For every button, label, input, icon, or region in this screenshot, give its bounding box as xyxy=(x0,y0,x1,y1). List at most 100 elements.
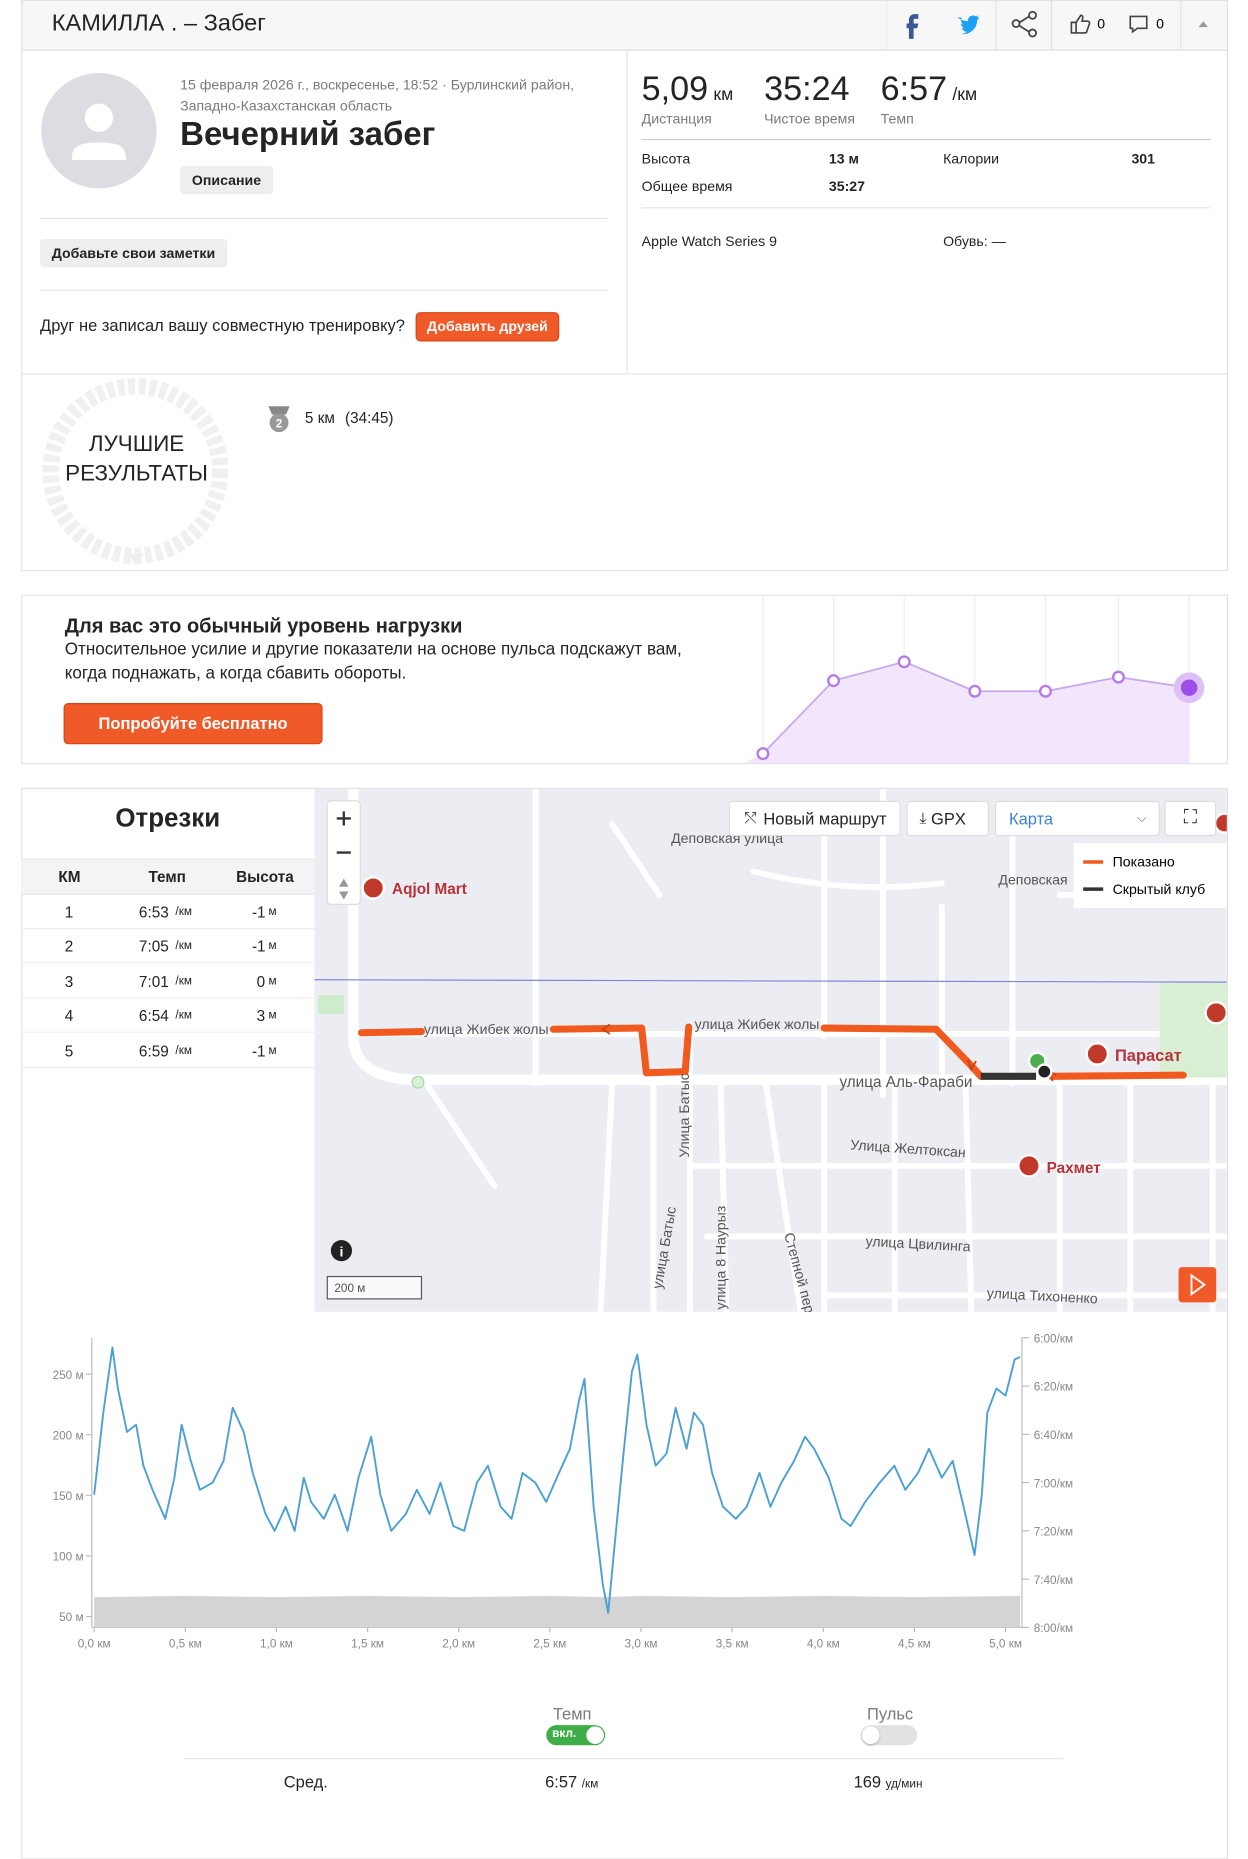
place-markers[interactable]: Aqjol Mart Парасат Рахмет xyxy=(361,812,1227,1178)
y2-tick-label: 6:20/км xyxy=(1034,1381,1073,1394)
split-unit: /км xyxy=(175,939,192,953)
description-button[interactable]: Описание xyxy=(180,166,273,195)
header-actions[interactable]: 0 0 xyxy=(886,0,1228,51)
x-tick-label: 4,0 км xyxy=(807,1637,840,1650)
pace-toggle[interactable]: вкл. xyxy=(546,1725,606,1746)
activity-title: Вечерний забег xyxy=(180,115,436,152)
place-label[interactable]: Aqjol Mart xyxy=(392,881,467,898)
detail-label: Калории xyxy=(943,150,1000,168)
split-row: 4 6:54/км 3 м xyxy=(21,997,315,1033)
stat-unit: /км xyxy=(952,84,978,105)
stat-distance: 5,09 км xyxy=(642,71,734,110)
play-button[interactable] xyxy=(1178,1267,1217,1303)
split-pace: 6:59 xyxy=(138,1042,169,1060)
avg-hr-value: 169 xyxy=(853,1772,882,1792)
split-km: 2 xyxy=(64,937,74,956)
zoom-controls[interactable] xyxy=(326,800,361,905)
device: Apple Watch Series 9 xyxy=(641,233,778,250)
split-km: 3 xyxy=(64,972,74,991)
stat-value: 6:57 xyxy=(880,70,948,109)
y-tick-label: 250 м xyxy=(53,1369,84,1382)
street-label: улица Тихоненко xyxy=(986,1285,1098,1307)
street-label: улица Жибек жолы xyxy=(424,1021,549,1037)
split-elev: 0 xyxy=(256,972,266,991)
map-type-select[interactable]: Карта ⌵ xyxy=(994,800,1160,837)
comment-icon[interactable] xyxy=(1129,15,1148,34)
best-results-wreath xyxy=(42,378,229,565)
avg-hr-unit: уд/мин xyxy=(885,1778,923,1792)
share-icon[interactable] xyxy=(1011,10,1037,38)
medal-rank: 2 xyxy=(276,417,283,430)
split-row: 2 7:05/км -1 м xyxy=(21,928,315,964)
header-bar xyxy=(21,0,1228,51)
facebook-icon[interactable] xyxy=(906,14,919,39)
activity-region: Западно-Казахстанская область xyxy=(180,97,393,115)
detail-value: 35:27 xyxy=(828,177,866,195)
split-elev: -1 xyxy=(251,1042,266,1060)
column-header: Темп xyxy=(148,867,186,886)
add-friends-button[interactable]: Добавить друзей xyxy=(416,313,559,341)
elevation-area xyxy=(94,1595,1021,1628)
svg-text:i: i xyxy=(339,1243,343,1259)
y-tick-label: 50 м xyxy=(59,1611,83,1624)
info-button[interactable] xyxy=(330,1240,353,1262)
y2-tick-label: 8:00/км xyxy=(1034,1622,1073,1635)
y2-tick-label: 6:40/км xyxy=(1034,1429,1073,1442)
x-tick-label: 4,5 км xyxy=(898,1637,931,1650)
twitter-icon[interactable] xyxy=(957,15,980,35)
divider xyxy=(183,1758,1064,1760)
split-pace: 7:01 xyxy=(138,972,169,991)
try-free-button[interactable]: Попробуйте бесплатно xyxy=(64,704,322,744)
avatar xyxy=(41,73,157,189)
pace-chart: 50 м 100 м 150 м 200 м 250 м 6:00/км 6:20/км 6:… xyxy=(53,1332,1074,1650)
button-label: Новый маршрут xyxy=(763,809,887,828)
street-label: улица 8 Наурыз xyxy=(712,1206,728,1310)
route-map[interactable]: Деповская улица Деповская улица Жибек жо… xyxy=(314,788,1227,1312)
x-tick-label: 1,0 км xyxy=(260,1637,293,1650)
x-tick-label: 3,0 км xyxy=(625,1637,658,1650)
splits-title: Отрезки xyxy=(115,803,221,833)
fullscreen-button[interactable]: ⛶ xyxy=(1164,800,1217,837)
hr-toggle[interactable] xyxy=(860,1725,918,1746)
split-row: 1 6:53/км -1 м xyxy=(21,894,315,930)
like-icon[interactable] xyxy=(1070,14,1091,34)
collapse-icon[interactable] xyxy=(1198,21,1208,28)
route-line xyxy=(357,1023,1187,1080)
split-unit: /км xyxy=(175,1009,192,1023)
splits-header xyxy=(21,858,315,895)
best-results-title: ЛУЧШИЕ xyxy=(88,432,185,457)
activity-card xyxy=(21,49,1228,572)
stat-value: 5,09 xyxy=(641,70,709,109)
y-tick-label: 150 м xyxy=(53,1490,84,1503)
promo-illustration xyxy=(744,595,1205,764)
split-unit: м xyxy=(268,939,277,953)
divider xyxy=(626,50,628,374)
new-route-button[interactable]: ⤲ Новый маршрут xyxy=(728,800,901,837)
divider xyxy=(40,289,608,291)
x-tick-label: 2,5 км xyxy=(533,1637,566,1650)
split-pace: 7:05 xyxy=(138,937,169,956)
toggle-state: вкл. xyxy=(552,1727,577,1741)
place-label[interactable]: Парасат xyxy=(1115,1047,1182,1065)
detail-value: 13 м xyxy=(828,150,859,168)
notes-button[interactable]: Добавьте свои заметки xyxy=(40,239,227,268)
detail-label: Общее время xyxy=(641,177,733,195)
avg-pace: 6:57 /км xyxy=(545,1772,598,1791)
best-distance: 5 км xyxy=(304,408,335,427)
street-label: Деповская xyxy=(998,871,1067,887)
x-tick-label: 3,5 км xyxy=(716,1637,749,1650)
pace-line xyxy=(93,1346,1021,1614)
y2-tick-label: 7:20/км xyxy=(1034,1526,1073,1539)
split-pace: 6:54 xyxy=(138,1006,169,1025)
split-unit: /км xyxy=(175,975,192,989)
x-tick-label: 5,0 км xyxy=(989,1637,1022,1650)
x-tick-label: 0,0 км xyxy=(78,1637,111,1650)
gpx-button[interactable]: ⤓ GPX xyxy=(906,800,989,837)
street-label: улица Цвилинга xyxy=(865,1233,971,1254)
x-tick-label: 0,5 км xyxy=(169,1637,202,1650)
best-time: (34:45) xyxy=(344,408,394,427)
place-label[interactable]: Рахмет xyxy=(1047,1160,1102,1177)
split-km: 5 xyxy=(64,1042,74,1060)
scale-label: 200 м xyxy=(334,1282,365,1295)
comment-count: 0 xyxy=(1156,15,1164,31)
